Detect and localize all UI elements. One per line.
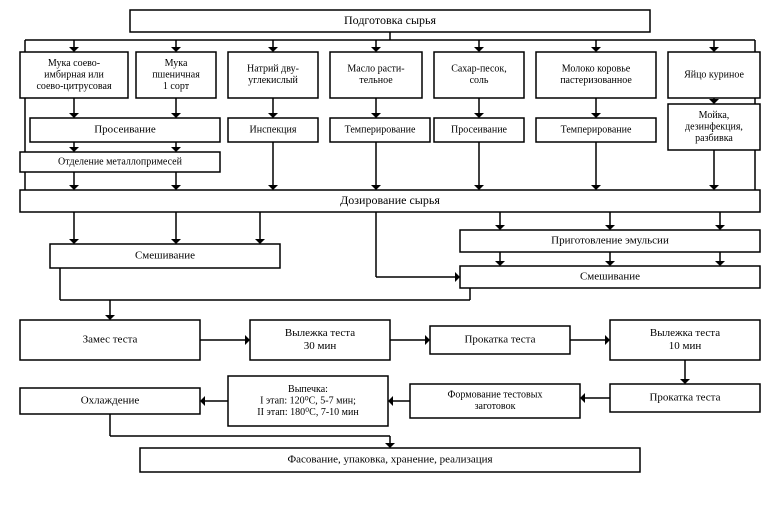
node-ing2-line-2: 1 сорт (163, 81, 190, 92)
node-forming-line-0: Формование тестовых (448, 390, 543, 401)
node-ing5: Сахар-песок,соль (434, 52, 524, 98)
node-mix2: Смешивание (460, 266, 760, 288)
node-cool-line-0: Охлаждение (81, 395, 140, 407)
node-ing1-line-0: Мука соево- (48, 58, 100, 69)
node-emul-line-0: Приготовление эмульсии (551, 235, 669, 247)
node-mix2-line-0: Смешивание (580, 271, 640, 283)
node-rest10-line-1: 10 мин (669, 340, 702, 352)
node-metal-line-0: Отделение металлопримесей (58, 156, 183, 167)
node-ing3-line-0: Натрий дву- (247, 64, 299, 75)
node-wash: Мойка,дезинфекция,разбивка (668, 104, 760, 150)
node-bake-line-0: Выпечка: (288, 384, 328, 395)
node-ing7-line-0: Яйцо куриное (684, 69, 744, 80)
node-ing4-line-1: тельное (359, 75, 393, 86)
node-temper1: Темперирование (330, 118, 430, 142)
node-sift2-line-0: Просеивание (451, 124, 508, 135)
node-ing6: Молоко коровьепастеризованное (536, 52, 656, 98)
node-wash-line-1: дезинфекция, (685, 121, 743, 132)
node-rest30-line-1: 30 мин (304, 340, 337, 352)
node-inspect-line-0: Инспекция (250, 124, 297, 135)
node-forming-line-1: заготовок (475, 401, 516, 412)
node-roll1: Прокатка теста (430, 326, 570, 354)
node-inspect: Инспекция (228, 118, 318, 142)
node-ing3-line-1: углекислый (248, 75, 298, 86)
node-sift2: Просеивание (434, 118, 524, 142)
node-temper2-line-0: Темперирование (561, 124, 632, 135)
node-ing6-line-0: Молоко коровье (562, 64, 631, 75)
node-roll2: Прокатка теста (610, 384, 760, 412)
node-bake-line-1: I этап: 120⁰С, 5-7 мин; (260, 395, 356, 406)
node-sift1-line-0: Просеивание (94, 124, 156, 136)
node-ing5-line-1: соль (470, 75, 489, 86)
node-wash-line-2: разбивка (695, 133, 733, 144)
node-ing1: Мука соево-имбирная илисоево-цитрусовая (20, 52, 128, 98)
node-dose-line-0: Дозирование сырья (340, 193, 440, 207)
node-pack-line-0: Фасование, упаковка, хранение, реализаци… (287, 454, 492, 466)
node-ing2-line-0: Мука (165, 58, 188, 69)
node-temper1-line-0: Темперирование (345, 124, 416, 135)
node-knead: Замес теста (20, 320, 200, 360)
node-ing1-line-1: имбирная или (44, 69, 104, 80)
flowchart: Подготовка сырьяМука соево-имбирная илис… (0, 0, 780, 521)
node-mix1-line-0: Смешивание (135, 250, 195, 262)
node-ing1-line-2: соево-цитрусовая (36, 81, 112, 92)
node-cool: Охлаждение (20, 388, 200, 414)
node-forming: Формование тестовыхзаготовок (410, 384, 580, 418)
node-ing4-line-0: Масло расти- (347, 64, 404, 75)
node-pack: Фасование, упаковка, хранение, реализаци… (140, 448, 640, 472)
node-ing2-line-1: пшеничная (152, 69, 200, 80)
node-rest10: Вылежка теста10 мин (610, 320, 760, 360)
node-roll1-line-0: Прокатка теста (464, 334, 535, 346)
node-knead-line-0: Замес теста (83, 334, 138, 346)
node-ing5-line-0: Сахар-песок, (451, 64, 507, 75)
node-ing7: Яйцо куриное (668, 52, 760, 98)
node-prep: Подготовка сырья (130, 10, 650, 32)
node-metal: Отделение металлопримесей (20, 152, 220, 172)
node-sift1: Просеивание (30, 118, 220, 142)
node-emul: Приготовление эмульсии (460, 230, 760, 252)
node-roll2-line-0: Прокатка теста (649, 392, 720, 404)
node-bake-line-2: II этап: 180⁰С, 7-10 мин (257, 407, 359, 418)
node-ing2: Мукапшеничная1 сорт (136, 52, 216, 98)
node-rest30: Вылежка теста30 мин (250, 320, 390, 360)
node-ing3: Натрий дву-углекислый (228, 52, 318, 98)
node-prep-line-0: Подготовка сырья (344, 13, 436, 27)
node-mix1: Смешивание (50, 244, 280, 268)
node-rest10-line-0: Вылежка теста (650, 327, 720, 339)
node-dose: Дозирование сырья (20, 190, 760, 212)
node-bake: Выпечка:I этап: 120⁰С, 5-7 мин;II этап: … (228, 376, 388, 426)
node-ing4: Масло расти-тельное (330, 52, 422, 98)
node-wash-line-0: Мойка, (699, 110, 730, 121)
node-temper2: Темперирование (536, 118, 656, 142)
node-rest30-line-0: Вылежка теста (285, 327, 355, 339)
node-ing6-line-1: пастеризованное (560, 75, 632, 86)
